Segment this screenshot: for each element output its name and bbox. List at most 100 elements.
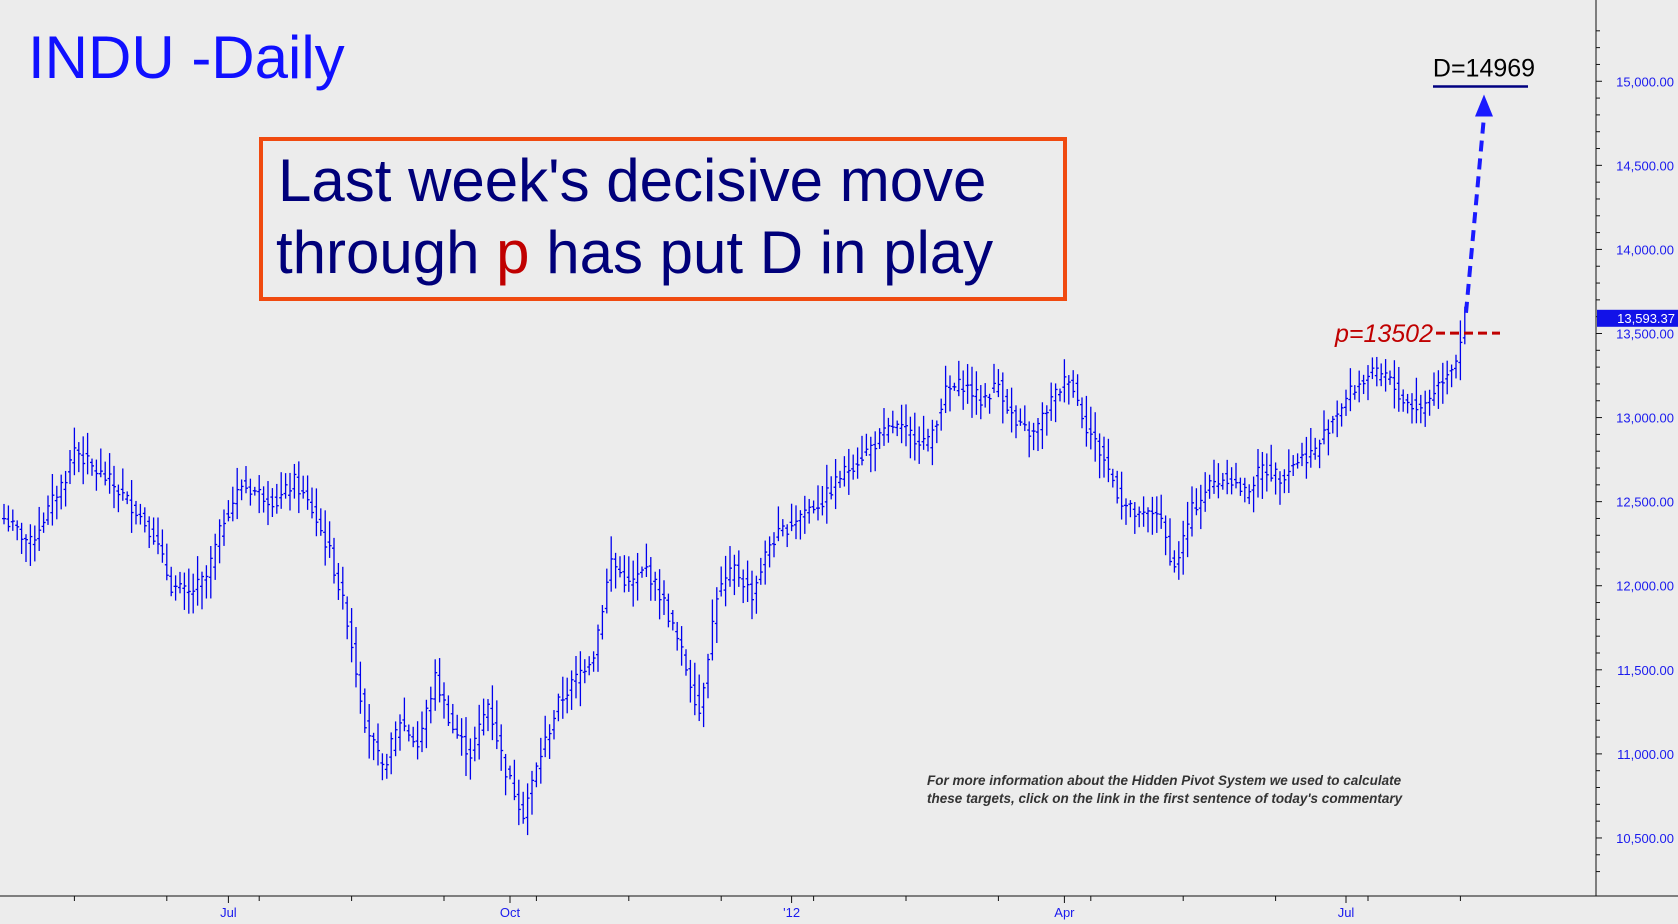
ohlc-bar [662,580,666,615]
ohlc-bar [1137,506,1142,528]
ohlc-bar [301,475,306,499]
ohlc-bar [653,571,658,601]
ohlc-bar [10,509,15,531]
ohlc-bar [288,472,292,511]
y-tick-label: 11,500.00 [1617,663,1674,678]
x-tick-label: '12 [783,905,800,920]
ohlc-bar [569,670,574,710]
ohlc-bar [1445,360,1450,395]
ohlc-bar [1022,405,1027,432]
ohlc-bar [340,566,345,610]
ohlc-bar [1124,498,1128,525]
ohlc-bar [2,503,6,525]
ohlc-bar [1238,477,1243,496]
ohlc-bar [41,512,46,533]
ohlc-bar [1216,463,1221,499]
ohlc-bar [37,506,42,551]
ohlc-bar [367,704,372,759]
ohlc-bar [934,420,939,444]
ohlc-bar [411,726,416,748]
ohlc-bar [1176,541,1181,580]
ohlc-bar [169,566,174,597]
pivot-p-label: p=13502 [1334,320,1433,348]
ohlc-bar [1251,476,1256,513]
ohlc-bar [94,459,99,491]
ohlc-bar [472,726,477,762]
ohlc-bar [477,704,482,760]
ohlc-bar [565,677,570,714]
ohlc-bar [1449,364,1454,388]
ohlc-bar [1366,365,1370,401]
ohlc-bar [1278,471,1282,505]
ohlc-bar [996,369,1001,398]
ohlc-bar [974,371,979,415]
ohlc-bar [701,682,706,728]
ohlc-bar [1383,359,1388,392]
ohlc-bar [358,661,363,714]
ohlc-bar [582,659,587,684]
ohlc-bar [63,470,68,507]
ohlc-bar [459,718,464,756]
ohlc-bar [860,435,864,466]
ohlc-bar [164,543,169,581]
ohlc-bar [252,486,257,496]
ohlc-bar [296,461,301,514]
x-tick-label: Jul [1338,905,1355,920]
ohlc-bar [882,408,886,446]
ohlc-bar [635,552,640,601]
ohlc-bar [1150,496,1155,535]
ohlc-bar [508,765,512,780]
ohlc-bar [666,593,671,628]
ohlc-bar [1247,484,1252,505]
ohlc-bar [103,461,108,486]
ohlc-bar [904,404,908,447]
ohlc-bar [917,426,922,464]
target-arrow-head [1475,94,1493,117]
ohlc-bar [1181,520,1186,575]
ohlc-bar [1352,385,1357,400]
ohlc-bar [376,723,380,766]
ohlc-bar [675,621,680,651]
ohlc-bar [230,486,235,522]
ohlc-bar [516,779,521,826]
ohlc-bar [28,524,33,566]
target-d-label: D=14969 [1433,54,1535,82]
ohlc-bar [1110,468,1115,488]
ohlc-bar [754,575,759,614]
ohlc-bar [983,383,988,408]
ohlc-bar [851,454,856,480]
ohlc-bar [1097,433,1102,479]
ohlc-bar [138,503,143,525]
ohlc-bar [816,485,820,521]
ohlc-bar [1093,412,1098,462]
ohlc-bar [767,536,772,568]
ohlc-bar [1005,389,1010,414]
ohlc-bar [1414,377,1419,424]
ohlc-bar [868,436,873,473]
ohlc-bar [1009,387,1014,433]
info-note-line-2: these targets, click on the link in the … [927,791,1404,806]
ohlc-bar [204,565,209,599]
ohlc-bar [266,481,270,526]
ohlc-bar [323,510,328,566]
ohlc-bar [939,398,944,431]
ohlc-bar [173,575,178,601]
ohlc-bar [1286,449,1291,493]
ohlc-bar [327,521,332,558]
ohlc-bar [1044,405,1049,436]
ohlc-bar [50,473,55,526]
headline-p-letter: p [496,219,529,286]
ohlc-bar [217,519,222,564]
ohlc-bar [1207,474,1212,499]
ohlc-bar [1225,459,1230,495]
ohlc-bar [1295,453,1300,469]
ohlc-bar [6,505,11,532]
ohlc-bar [1163,515,1168,556]
ohlc-bar [406,724,411,742]
ohlc-bar [604,568,609,614]
ohlc-bar [305,475,310,510]
ohlc-bar [239,479,244,501]
ohlc-bar [789,503,794,532]
ohlc-bar [72,427,77,476]
ohlc-bar [965,364,970,404]
